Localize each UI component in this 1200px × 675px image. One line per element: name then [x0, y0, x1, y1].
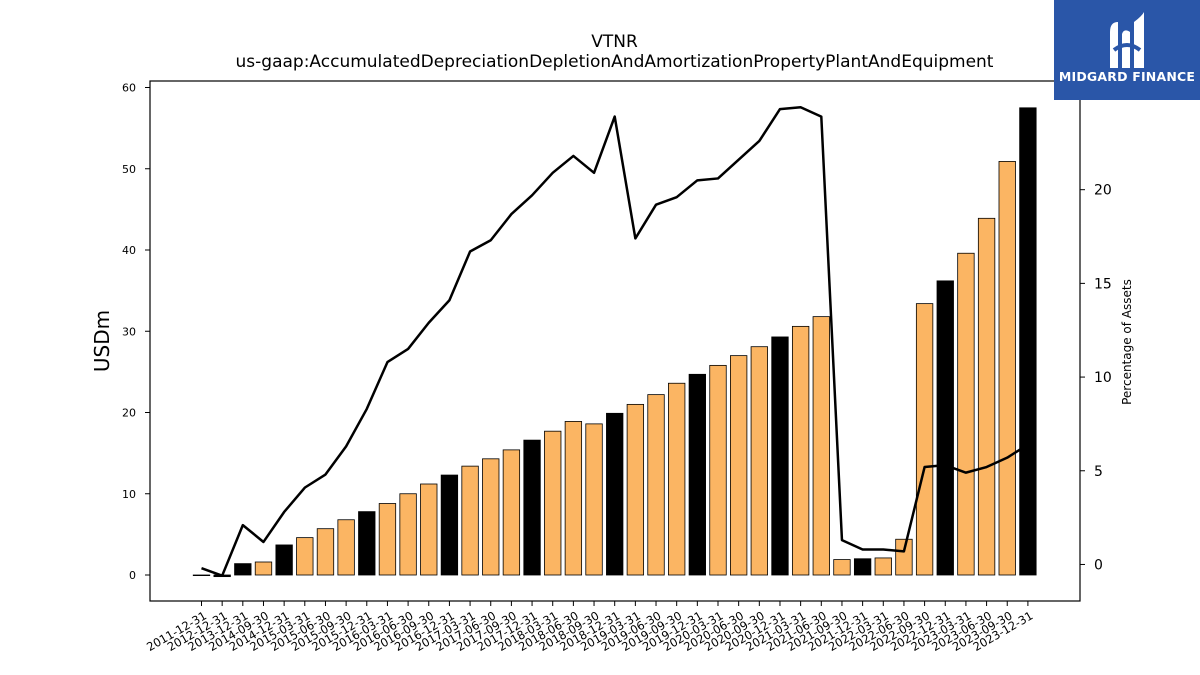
bar [585, 423, 603, 576]
bar [812, 316, 830, 576]
bar [192, 574, 211, 577]
bar [316, 528, 335, 576]
bar [771, 336, 789, 576]
y-tick-label: 0 [129, 569, 136, 582]
bar [440, 474, 459, 576]
y-tick-label: 50 [122, 163, 136, 176]
bar [709, 364, 727, 576]
y-tick-label: 40 [122, 244, 136, 257]
bar [668, 382, 686, 576]
bar [606, 412, 624, 576]
bar [420, 483, 438, 576]
y2-axis-label: Percentage of Assets [1120, 279, 1134, 405]
bar [275, 544, 293, 576]
bar [502, 449, 521, 576]
brand-logo-text: MIDGARD FINANCE [1058, 69, 1196, 84]
bar [358, 511, 376, 576]
y2-tick-label: 0 [1094, 557, 1103, 573]
bar [647, 394, 665, 576]
brand-logo: MIDGARD FINANCE [1054, 0, 1200, 100]
bar [296, 537, 314, 576]
y2-tick-label: 5 [1094, 464, 1103, 480]
y-tick-label: 20 [122, 407, 136, 420]
bar [254, 561, 273, 576]
bar [378, 503, 397, 576]
bar [626, 403, 645, 576]
y2-tick-label: 15 [1094, 276, 1112, 292]
midgard-logo-icon [1110, 12, 1144, 68]
bar [977, 217, 996, 576]
y-tick-label: 30 [122, 325, 136, 338]
bar [874, 557, 892, 576]
bar [915, 303, 934, 576]
bar [853, 558, 872, 576]
bar [833, 559, 851, 576]
bar [936, 280, 954, 576]
bar [730, 355, 748, 576]
y-tick-label: 10 [122, 488, 136, 501]
bar [234, 563, 252, 576]
y-axis-label: USDm [90, 310, 114, 372]
y2-tick-label: 20 [1094, 183, 1112, 199]
series-line [201, 105, 1029, 577]
bar [337, 519, 355, 576]
bar [1019, 107, 1037, 576]
bar [750, 346, 768, 576]
bar [998, 161, 1016, 576]
bar [791, 325, 810, 576]
bar [461, 465, 479, 576]
chart-subtitle: us-gaap:AccumulatedDepreciationDepletion… [235, 52, 994, 72]
bar [564, 421, 583, 576]
chart-title: VTNR [591, 32, 638, 52]
bar [544, 430, 562, 576]
bar [482, 458, 500, 576]
bar [957, 252, 975, 576]
y-tick-label: 60 [122, 82, 136, 95]
bar [688, 373, 706, 576]
bar [895, 538, 913, 576]
bar [399, 493, 417, 576]
y2-tick-label: 10 [1094, 370, 1112, 386]
bar [523, 439, 541, 576]
